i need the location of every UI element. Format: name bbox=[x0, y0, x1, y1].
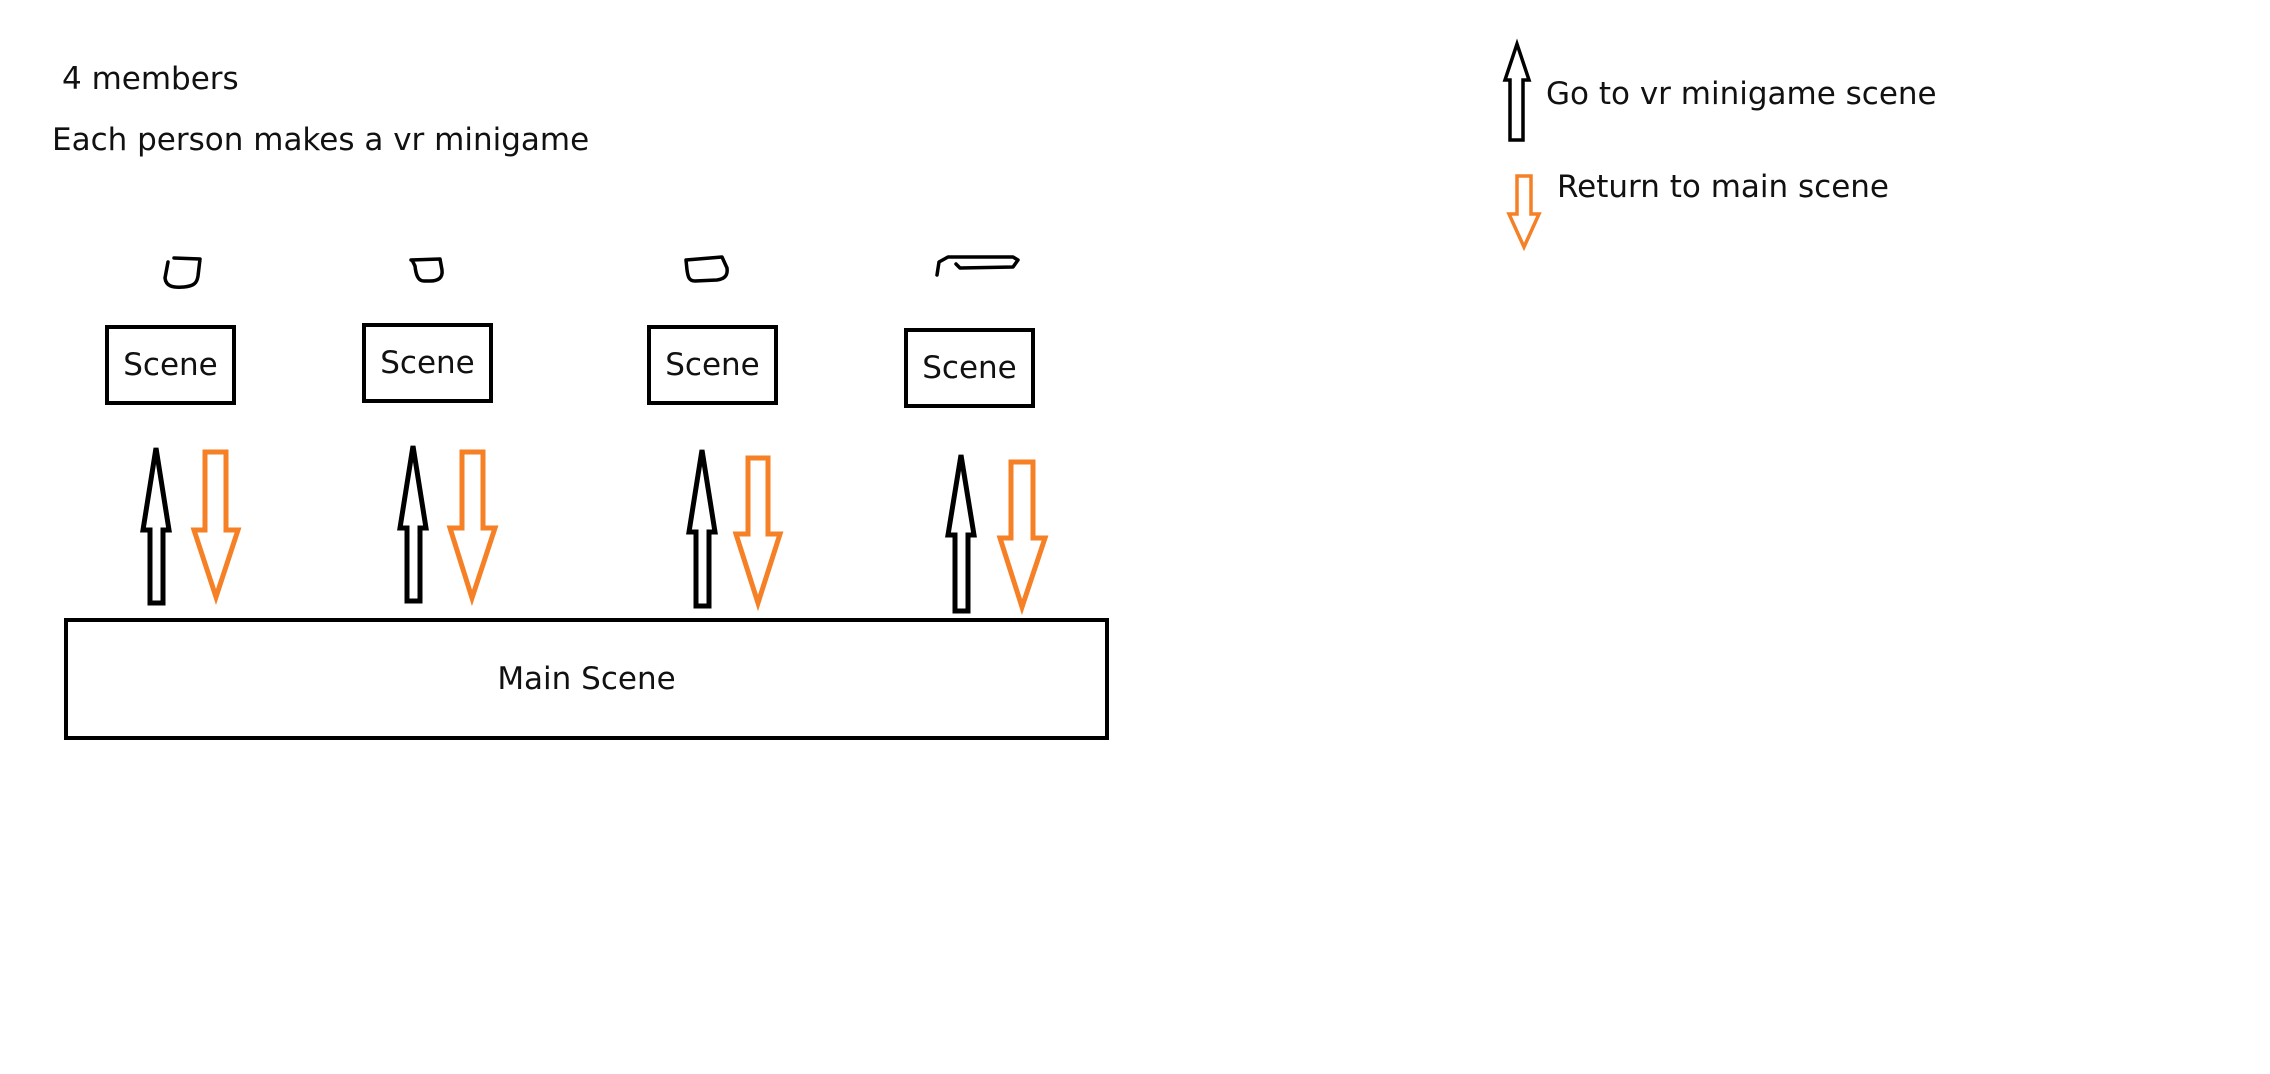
scene-box-label: Scene bbox=[665, 347, 760, 383]
go-arrow-icon-1 bbox=[140, 447, 172, 606]
return-arrow-icon-3 bbox=[732, 455, 784, 612]
legend-go-arrow-icon bbox=[1502, 38, 1532, 142]
main-scene-label: Main Scene bbox=[497, 661, 676, 697]
scene-box-1: Scene bbox=[105, 325, 236, 405]
scribble-icon-2 bbox=[409, 257, 444, 283]
main-scene-box: Main Scene bbox=[64, 618, 1109, 740]
scene-box-3: Scene bbox=[647, 325, 778, 405]
task-note: Each person makes a vr minigame bbox=[52, 122, 590, 158]
scribble-icon-1 bbox=[163, 256, 202, 289]
scene-box-2: Scene bbox=[362, 323, 493, 403]
scene-box-label: Scene bbox=[123, 347, 218, 383]
legend-return-arrow-icon bbox=[1506, 174, 1542, 252]
go-arrow-icon-2 bbox=[397, 445, 429, 604]
members-note: 4 members bbox=[62, 61, 239, 97]
scene-box-label: Scene bbox=[380, 345, 475, 381]
scene-box-4: Scene bbox=[904, 328, 1035, 408]
return-arrow-icon-2 bbox=[446, 449, 499, 607]
go-arrow-icon-3 bbox=[686, 449, 718, 609]
legend-return-label: Return to main scene bbox=[1557, 169, 1889, 205]
return-arrow-icon-4 bbox=[996, 459, 1049, 616]
scene-box-label: Scene bbox=[922, 350, 1017, 386]
return-arrow-icon-1 bbox=[190, 449, 242, 606]
scribble-icon-4 bbox=[935, 255, 1020, 277]
go-arrow-icon-4 bbox=[945, 454, 977, 614]
legend-go-label: Go to vr minigame scene bbox=[1546, 76, 1937, 112]
scribble-icon-3 bbox=[684, 255, 729, 283]
